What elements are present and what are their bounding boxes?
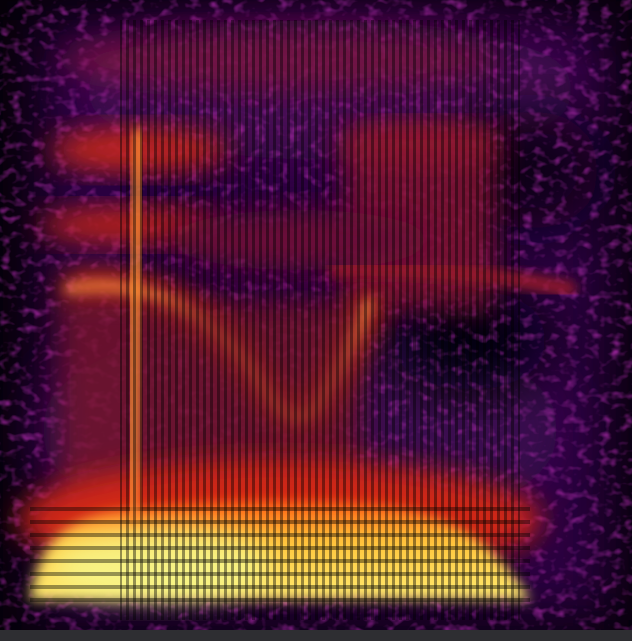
- bottom-bar: [0, 630, 632, 641]
- pitch-striations: [120, 20, 520, 620]
